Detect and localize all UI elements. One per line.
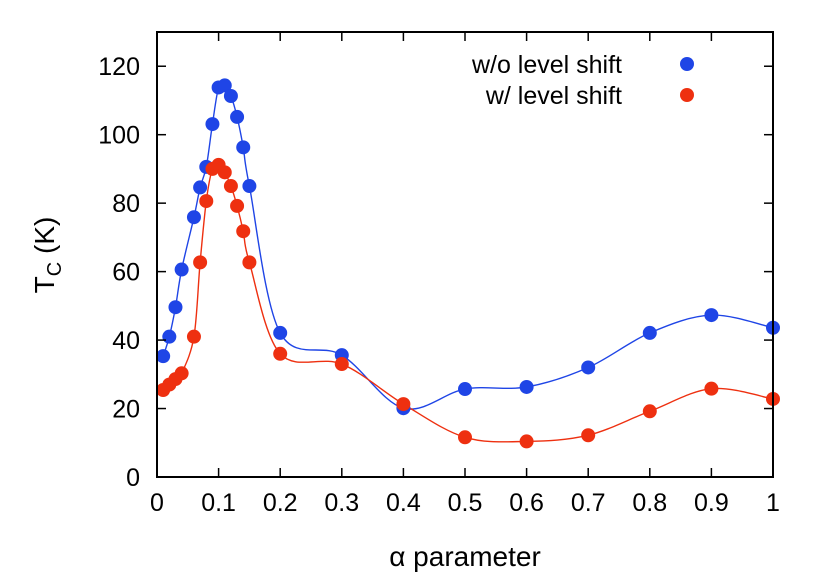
x-tick-label: 0.4 <box>386 489 421 517</box>
series-1-point <box>236 140 251 155</box>
x-tick-label: 0.7 <box>571 489 606 517</box>
data-points <box>156 78 780 449</box>
y-tick-label: 40 <box>112 327 140 355</box>
x-axis-label: α parameter <box>389 541 541 572</box>
series-2-point <box>396 397 411 412</box>
legend-marker-series-2 <box>680 88 694 102</box>
series-2-point <box>223 179 238 194</box>
y-axis-label-sub: C <box>44 262 66 276</box>
series-2-point <box>193 255 208 270</box>
series-1-point <box>193 180 208 195</box>
plot-frame <box>156 31 774 478</box>
series-2-point <box>581 428 596 443</box>
legend: w/o level shift w/ level shift <box>471 51 694 110</box>
series-1-point <box>581 360 596 375</box>
series-2-point <box>642 404 657 419</box>
y-tick-label: 0 <box>126 464 140 492</box>
series-2-point <box>230 198 245 213</box>
x-tick-label: 0.5 <box>448 489 483 517</box>
x-tick-label: 0.6 <box>509 489 544 517</box>
axes <box>156 31 774 478</box>
series-1-point <box>242 179 257 194</box>
x-tick-labels: 0 0.1 0.2 0.3 0.4 0.5 0.6 0.7 0.8 0.9 1 <box>150 489 780 517</box>
series-1-points <box>156 78 780 416</box>
series-1-point <box>174 262 189 277</box>
series-1-point <box>168 300 183 315</box>
x-tick-label: 0.9 <box>694 489 729 517</box>
series-2-point <box>217 165 232 180</box>
y-tick-label: 80 <box>112 190 140 218</box>
series-1-point <box>273 325 288 340</box>
series-2-point <box>236 224 251 239</box>
x-tick-label: 1 <box>766 489 780 517</box>
series-1-point <box>704 308 719 323</box>
series-2-point <box>458 430 472 445</box>
legend-label-series-1: w/o level shift <box>471 51 622 79</box>
series-1-point <box>205 117 220 132</box>
x-tick-label: 0 <box>150 489 164 517</box>
series-2-point <box>519 434 534 449</box>
y-axis-label-main: T <box>29 276 60 293</box>
y-tick-label: 60 <box>112 259 140 287</box>
series-2-curve <box>162 163 774 443</box>
legend-marker-series-1 <box>680 57 694 71</box>
y-tick-label: 100 <box>98 122 140 150</box>
y-tick-label: 20 <box>112 396 140 424</box>
series-1-point <box>217 78 232 93</box>
y-axis-label-suffix: (K) <box>29 217 60 262</box>
series-2-point <box>174 366 189 381</box>
series-2-point <box>334 357 349 372</box>
series-2-point <box>186 329 201 344</box>
x-tick-label: 0.1 <box>201 489 236 517</box>
series-1-point <box>458 382 472 397</box>
series-2-point <box>704 381 719 396</box>
x-tick-label: 0.2 <box>263 489 298 517</box>
series-1-point <box>642 325 657 340</box>
series-2-points <box>156 157 780 449</box>
x-tick-label: 0.3 <box>324 489 359 517</box>
series-1-point <box>230 109 245 124</box>
series-2-point <box>199 194 214 209</box>
series-1-point <box>186 210 201 225</box>
series-1-curve <box>162 82 774 410</box>
x-tick-label: 0.8 <box>632 489 667 517</box>
legend-label-series-2: w/ level shift <box>485 82 622 110</box>
series-1-point <box>162 329 177 344</box>
y-tick-labels: 0 20 40 60 80 100 120 <box>98 53 140 492</box>
series-1-point <box>223 89 238 104</box>
y-axis-label: TC (K) <box>29 217 66 294</box>
series-1-point <box>519 379 534 394</box>
series-2-point <box>242 255 257 270</box>
y-tick-label: 120 <box>98 53 140 81</box>
series-1-point <box>156 349 171 364</box>
series-2-point <box>273 346 288 361</box>
